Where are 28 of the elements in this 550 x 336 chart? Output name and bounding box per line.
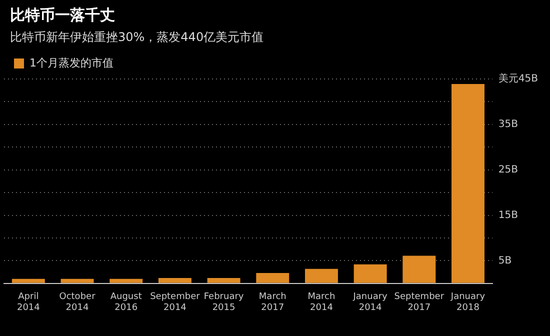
x-tick-label: April 2014: [16, 292, 40, 313]
x-tick-label: August 2016: [110, 292, 142, 313]
x-tick-label: October 2014: [59, 292, 96, 313]
y-tick-label: 25B: [498, 164, 518, 176]
y-tick-label: 5B: [498, 255, 512, 266]
bar: [304, 268, 338, 283]
x-tick-label: September 2014: [150, 292, 200, 313]
y-tick-label: 15B: [498, 210, 518, 221]
bar: [256, 272, 290, 283]
bar: [110, 278, 143, 283]
x-tick-label: January 2014: [352, 292, 388, 313]
x-tick-label: September 2017: [394, 292, 444, 313]
bar: [402, 256, 436, 283]
x-tick-label: February 2015: [204, 292, 244, 313]
bar: [207, 278, 240, 283]
y-tick-label: 35B: [498, 119, 518, 130]
bar: [354, 264, 387, 283]
chart-subtitle: 比特币新年伊始重挫30%，蒸发440亿美元市值: [10, 29, 264, 46]
y-tick-label: 美元45B: [498, 72, 538, 85]
legend-label: 1个月蒸发的市值: [30, 56, 114, 70]
x-tick-label: March 2017: [258, 292, 286, 313]
bar: [60, 278, 94, 283]
bar: [12, 278, 45, 283]
bar: [452, 84, 484, 283]
chart-title: 比特币一落千丈: [10, 6, 115, 25]
x-tick-label: March 2014: [308, 292, 336, 313]
bar: [158, 278, 192, 283]
x-tick-label: January 2018: [450, 292, 486, 313]
